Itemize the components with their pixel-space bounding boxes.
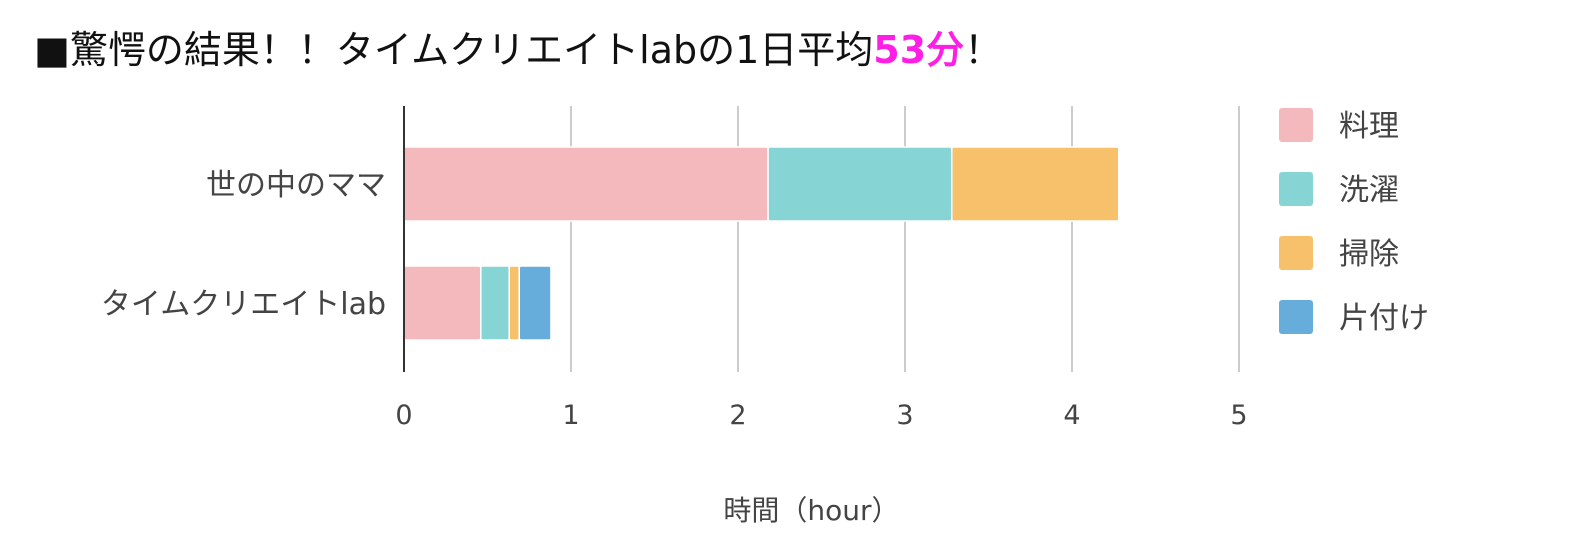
legend-label: 料理 <box>1339 109 1399 144</box>
legend-swatch <box>1279 108 1313 142</box>
legend-label: 洗濯 <box>1339 173 1399 208</box>
category-label: タイムクリエイトlab <box>101 287 386 322</box>
bar-segment <box>403 146 769 222</box>
x-tick-label: 1 <box>562 400 579 431</box>
x-axis-title: 時間（hour） <box>723 494 899 527</box>
bar-segment <box>951 146 1120 222</box>
bar-segment <box>480 265 510 341</box>
title-text: ■驚愕の結果！！タイムクリエイトlabの1日平均 <box>34 28 874 72</box>
bar-segment <box>403 265 482 341</box>
legend-swatch <box>1279 172 1313 206</box>
x-tick-label: 5 <box>1230 400 1247 431</box>
bar-segment <box>518 265 552 341</box>
x-tick-label: 0 <box>395 400 412 431</box>
bar-segment <box>767 146 953 222</box>
x-tick-label: 2 <box>729 400 746 431</box>
title-suffix: ！ <box>964 28 1003 72</box>
legend-label: 片付け <box>1339 301 1429 336</box>
title-highlight: 53分 <box>873 28 965 72</box>
legend-swatch <box>1279 300 1313 334</box>
category-label: 世の中のママ <box>206 168 386 203</box>
page-title: ■驚愕の結果！！タイムクリエイトlabの1日平均53分！ <box>34 28 1003 72</box>
legend-swatch <box>1279 236 1313 270</box>
bar-segment <box>508 265 520 341</box>
legend-label: 掃除 <box>1339 237 1399 272</box>
x-tick-label: 4 <box>1063 400 1080 431</box>
x-tick-label: 3 <box>896 400 913 431</box>
